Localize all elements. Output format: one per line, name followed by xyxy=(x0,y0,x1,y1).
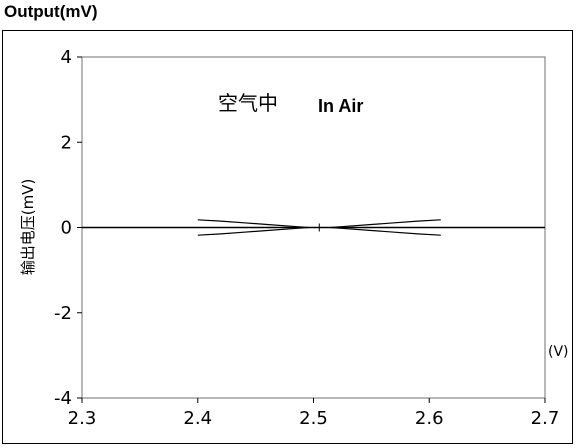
loop-series-line xyxy=(330,226,441,236)
y-tick-label: -4 xyxy=(54,388,72,409)
loop-series-line xyxy=(197,226,308,236)
y-tick-label: -2 xyxy=(54,303,72,324)
y-tick-label: 0 xyxy=(61,218,72,239)
x-axis-unit: (V) xyxy=(548,344,569,360)
loop-series-line xyxy=(330,219,441,229)
chart-frame xyxy=(2,30,573,444)
loop-series-line xyxy=(197,219,308,229)
annotation-en: In Air xyxy=(318,96,363,116)
x-tick-label: 2.4 xyxy=(183,408,212,429)
x-tick-label: 2.3 xyxy=(68,408,97,429)
x-tick-label: 2.7 xyxy=(531,408,560,429)
x-tick-label: 2.5 xyxy=(299,408,328,429)
y-tick-label: 4 xyxy=(61,47,72,68)
x-tick-label: 2.6 xyxy=(415,408,444,429)
annotation-cn: 空气中 xyxy=(218,91,278,115)
y-tick-label: 2 xyxy=(61,132,72,153)
y-axis-label: 输出电压(mV) xyxy=(19,179,37,276)
y-axis-title: Output(mV) xyxy=(4,2,98,21)
